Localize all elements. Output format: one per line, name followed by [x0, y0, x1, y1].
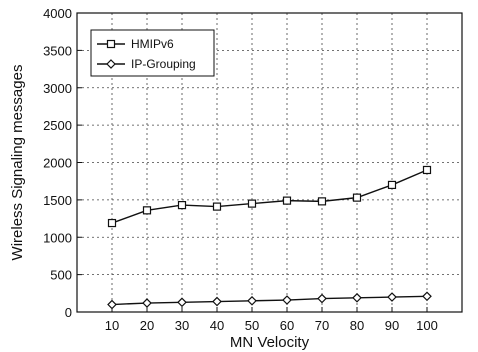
- x-tick-label: 70: [315, 318, 329, 333]
- x-tick-labels: 10 20 30 40 50 60 70 80 90 100: [105, 318, 438, 333]
- data-point: [352, 193, 362, 202]
- legend: HMIPv6 IP-Grouping: [90, 29, 215, 77]
- y-tick-label: 2000: [43, 156, 72, 171]
- data-point: [317, 197, 327, 206]
- y-tick-label: 1500: [43, 193, 72, 208]
- data-point: [387, 292, 397, 302]
- data-point: [142, 298, 152, 308]
- data-point: [282, 196, 292, 205]
- y-tick-label: 0: [65, 305, 72, 320]
- x-tick-label: 40: [210, 318, 224, 333]
- y-tick-labels: 0 500 1000 1500 2000 2500 3000 3500 4000: [43, 6, 72, 320]
- legend-marker: [106, 59, 116, 69]
- legend-items: HMIPv6 IP-Grouping: [97, 37, 196, 71]
- legend-label: HMIPv6: [131, 37, 174, 51]
- series-group: [107, 165, 432, 310]
- x-tick-label: 10: [105, 318, 119, 333]
- x-tick-label: 30: [175, 318, 189, 333]
- series-line: [111, 169, 428, 224]
- data-point: [352, 292, 362, 303]
- data-point: [247, 295, 257, 306]
- y-tick-label: 1000: [43, 230, 72, 245]
- data-point: [177, 201, 187, 210]
- x-tick-label: 20: [140, 318, 154, 333]
- x-tick-label: 50: [245, 318, 259, 333]
- data-point: [317, 293, 327, 304]
- y-tick-label: 4000: [43, 6, 72, 21]
- x-tick-label: 100: [416, 318, 438, 333]
- data-point: [142, 206, 152, 215]
- series-ip-grouping: [107, 291, 432, 310]
- data-point: [422, 291, 432, 302]
- data-point: [247, 199, 257, 208]
- legend-entry: HMIPv6: [97, 37, 174, 51]
- legend-marker: [106, 39, 116, 49]
- data-point: [177, 297, 187, 308]
- legend-label: IP-Grouping: [131, 57, 196, 71]
- data-point: [422, 165, 432, 175]
- data-point: [282, 295, 292, 305]
- data-point: [212, 296, 222, 307]
- data-point: [107, 218, 117, 228]
- y-tick-label: 2500: [43, 118, 72, 133]
- y-tick-label: 500: [50, 268, 72, 283]
- x-tick-label: 80: [350, 318, 364, 333]
- x-axis-title: MN Velocity: [230, 334, 310, 351]
- series-hmipv6: [107, 165, 432, 228]
- x-tick-label: 60: [280, 318, 294, 333]
- y-tick-label: 3000: [43, 81, 72, 96]
- legend-entry: IP-Grouping: [97, 57, 196, 71]
- series-line: [111, 295, 428, 306]
- plot-frame: [76, 12, 463, 313]
- x-tick-label: 90: [385, 318, 399, 333]
- y-axis-title: Wireless Signaling messages: [9, 65, 26, 261]
- data-point: [212, 202, 222, 211]
- data-point: [387, 180, 397, 190]
- y-tick-label: 3500: [43, 43, 72, 58]
- data-point: [107, 299, 117, 310]
